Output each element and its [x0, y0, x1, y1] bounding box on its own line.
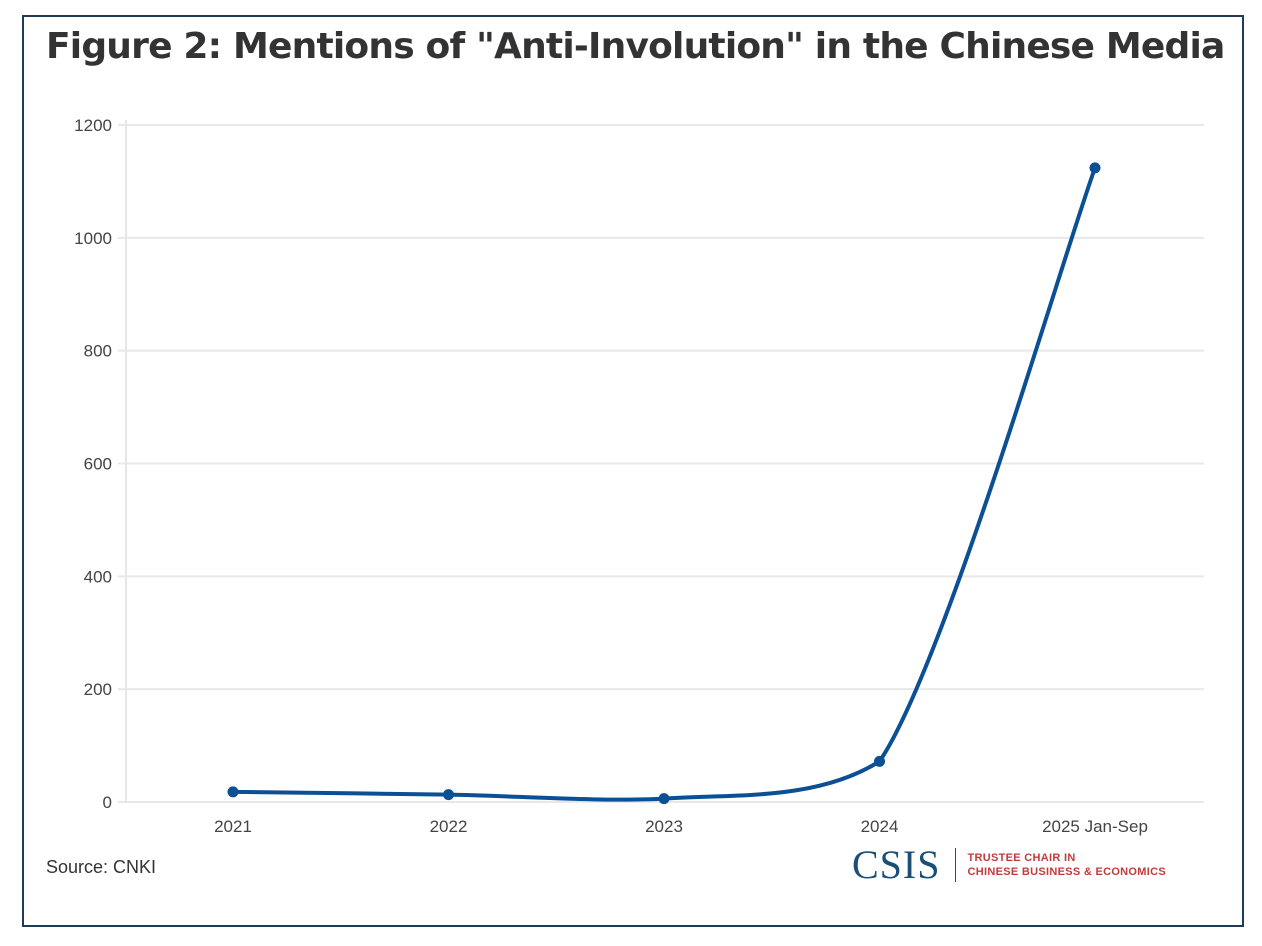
data-point-2023	[658, 793, 670, 805]
y-tick-label: 1000	[74, 229, 112, 248]
logo-tagline-line2: CHINESE BUSINESS & ECONOMICS	[967, 866, 1166, 878]
y-axis-ticks: 0 200 400 600 800 1000 1200	[74, 116, 112, 812]
x-tick-label: 2025 Jan-Sep	[1042, 817, 1148, 836]
series-line-mentions	[231, 165, 1097, 802]
logo-tagline: TRUSTEE CHAIR IN CHINESE BUSINESS & ECON…	[968, 851, 1166, 879]
y-tick-label: 0	[103, 793, 112, 812]
y-tick-label: 200	[84, 680, 112, 699]
data-point-2022	[443, 789, 454, 801]
x-tick-label: 2022	[430, 817, 468, 836]
y-tick-label: 400	[84, 567, 112, 586]
y-tick-label: 600	[84, 455, 112, 474]
data-points	[227, 162, 1101, 805]
x-tick-label: 2024	[861, 817, 899, 836]
chart-frame	[22, 15, 1244, 927]
source-note: Source: CNKI	[46, 857, 157, 877]
y-tick-label: 800	[84, 342, 112, 361]
y-tick-label: 1200	[74, 116, 112, 135]
data-point-2021	[227, 786, 239, 798]
x-tick-label: 2021	[214, 817, 252, 836]
csis-logo: CSIS TRUSTEE CHAIR IN CHINESE BUSINESS &…	[852, 843, 1166, 887]
grid-lines	[118, 124, 1204, 803]
x-tick-label: 2023	[645, 817, 683, 836]
data-point-2024	[874, 755, 885, 767]
csis-logo-mark: CSIS	[852, 842, 941, 887]
data-point-2025-jan-sep	[1089, 162, 1101, 174]
x-axis-ticks: 2021 2022 2023 2024 2025 Jan-Sep	[214, 817, 1148, 836]
chart-title: Figure 2: Mentions of "Anti-Involution" …	[46, 26, 1225, 67]
logo-tagline-line1: TRUSTEE CHAIR IN	[967, 852, 1076, 864]
logo-divider	[954, 848, 956, 882]
